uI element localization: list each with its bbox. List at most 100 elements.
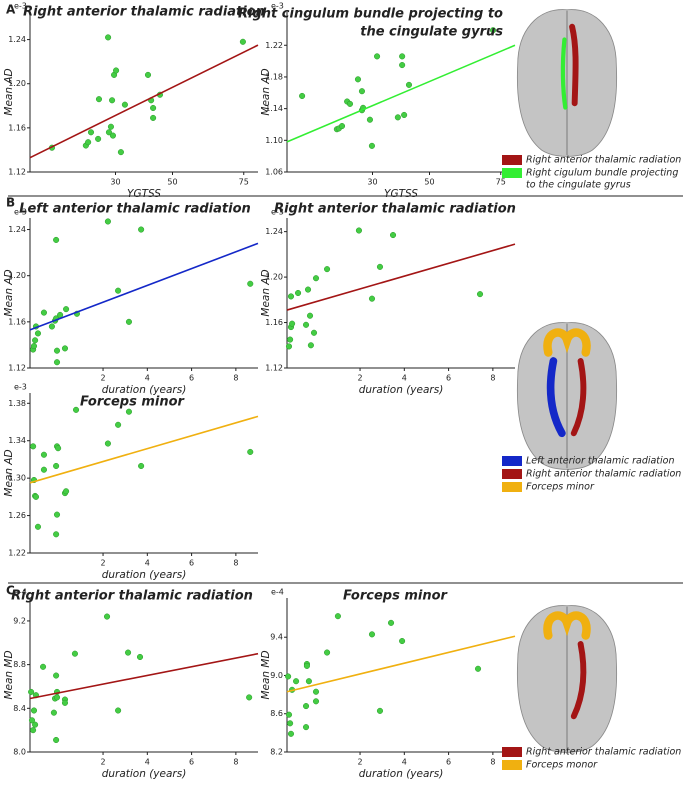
y-tick-label: 8.0 [13,748,26,757]
chart-title: Right anterior thalamic radiation [274,202,516,217]
x-tick-label: 8 [233,559,238,568]
data-point [57,311,64,318]
x-tick-label: 30 [110,178,120,187]
data-point [109,132,116,139]
data-point [121,101,128,108]
data-point [399,62,406,69]
data-point [48,323,55,330]
chart-title: Right cingulum bundle projecting to [238,7,503,22]
data-point [104,440,111,447]
x-tick-label: 4 [145,374,150,383]
data-point [53,694,61,701]
y-tick-label: 8.6 [270,709,283,718]
data-point [374,53,381,60]
data-point [34,330,42,337]
panel-label: A [6,3,16,17]
data-point [247,280,254,287]
x-tick-label: 8 [233,758,238,767]
y-tick-label: 1.34 [8,436,26,445]
data-point [312,688,320,695]
data-point [30,727,37,734]
data-point [40,451,47,458]
data-point [285,711,293,718]
data-point [389,231,397,239]
data-point [61,699,69,706]
data-point [295,289,302,297]
data-point [299,92,306,100]
y-exponent: e-3 [271,208,284,217]
legend-swatch [502,482,522,492]
data-point [72,406,80,413]
y-tick-label: 1.16 [8,317,26,326]
data-point [150,114,157,121]
legend-label: Left anterior thalamic radiation [526,456,675,467]
x-axis-label: YGTSS [127,188,161,200]
data-point [115,707,122,714]
x-tick-label: 75 [496,178,506,187]
x-axis-label: duration (years) [102,768,187,780]
x-axis-label: duration (years) [102,569,187,581]
x-tick-label: 8 [490,374,495,383]
chart: 1.22 1.26 1.30 1.34 1.38 2 4 6 8 e-3 Mean AD durati… [3,383,259,581]
data-point [293,678,300,685]
legend-swatch [502,155,522,165]
fit-line [286,44,516,143]
data-point [303,662,310,669]
data-point [95,135,102,142]
y-exponent: e-3 [271,2,284,11]
x-tick-label: 6 [189,758,194,767]
chart-title: Right anterior thalamic radiation [11,589,253,604]
legend-label: Right anterior thalamic radiation [526,469,681,480]
data-point [307,342,314,349]
data-point [40,309,47,316]
y-tick-label: 1.20 [265,273,283,282]
x-axis-label: duration (years) [359,768,444,780]
data-point [50,709,57,716]
y-tick-label: 1.18 [265,72,283,81]
data-point [368,142,375,149]
data-point [287,336,294,343]
x-tick-label: 4 [145,559,150,568]
data-point [287,720,294,727]
y-exponent: e-3 [14,383,27,392]
data-point [32,337,39,344]
legend-label: Forceps minor [526,482,595,493]
data-point [401,111,408,119]
brain-image [516,605,618,753]
data-point [30,707,38,714]
y-tick-label: 1.12 [265,364,283,373]
legend-label: Right anterior thalamic radiation [526,155,681,166]
x-tick-label: 50 [424,178,434,187]
x-tick-label: 2 [101,559,106,568]
data-point [247,448,254,455]
x-tick-label: 2 [358,374,363,383]
data-point [125,318,132,325]
y-axis-label: Mean MD [260,650,272,699]
y-tick-label: 9.2 [13,616,26,625]
data-point [95,96,103,103]
y-tick-label: 1.16 [8,123,26,132]
y-tick-label: 1.22 [265,41,283,50]
data-point [40,466,47,473]
data-point [53,347,61,354]
chart-title: the cingulate gyrus [360,25,503,40]
data-point [87,129,95,136]
fit-line [29,44,259,159]
chart: 8.0 8.4 8.8 9.2 2 4 6 8 e-4 Mean MD duration (year… [3,588,259,780]
panel-label: C [6,584,15,598]
data-point [334,613,341,620]
data-point [358,88,366,95]
data-point [368,631,376,638]
data-point [53,736,60,744]
legend-label: Right cigulum bundle projecting [526,168,678,179]
y-tick-label: 1.24 [8,35,26,44]
x-tick-label: 2 [101,758,106,767]
data-point [105,129,112,136]
data-point [490,27,497,34]
data-point [115,287,122,294]
data-point [287,293,295,300]
y-tick-label: 1.20 [8,79,26,88]
data-point [399,53,406,60]
data-point [109,97,116,104]
data-point [63,306,70,313]
